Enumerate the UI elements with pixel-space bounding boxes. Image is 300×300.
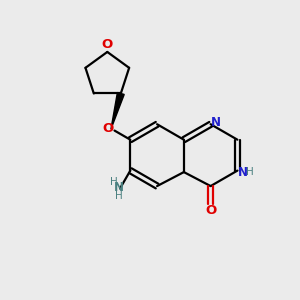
Text: H: H: [110, 177, 117, 187]
Text: O: O: [101, 38, 112, 51]
Text: H: H: [115, 191, 122, 201]
Text: O: O: [205, 204, 216, 217]
Text: H: H: [246, 167, 254, 177]
Text: N: N: [211, 116, 220, 129]
Text: O: O: [102, 122, 114, 135]
Text: N: N: [237, 166, 248, 178]
Text: N: N: [113, 182, 124, 194]
Polygon shape: [111, 93, 124, 129]
